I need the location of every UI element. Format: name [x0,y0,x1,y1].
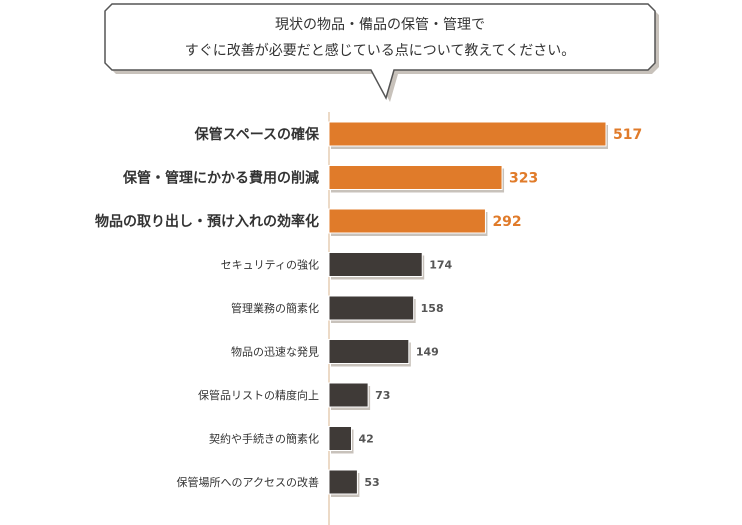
bar-row: 保管場所へのアクセスの改善 53 [177,469,380,497]
value-label: 323 [509,171,538,187]
category-label: 保管品リストの精度向上 [198,388,319,402]
bar-row: 管理業務の簡素化 158 [231,295,444,323]
bar-row: 物品の取り出し・預け入れの効率化 292 [95,208,522,236]
value-label: 149 [416,346,439,359]
value-label: 158 [421,302,444,315]
bar [328,469,358,495]
category-label: 保管・管理にかかる費用の削減 [122,170,319,187]
question-bubble-outline [104,3,656,100]
value-label: 42 [359,433,374,446]
bar-row: 契約や手続きの簡素化 42 [209,426,374,454]
question-line-2: すぐに改善が必要だと感じている点について教えてください。 [185,42,575,59]
bar-row: 保管・管理にかかる費用の削減 323 [122,165,538,193]
value-label: 53 [364,476,379,489]
bar-row: セキュリティの強化 174 [221,252,453,280]
category-label: 保管スペースの確保 [194,126,320,143]
bar [328,426,353,451]
bar-row: 物品の迅速な発見 149 [231,339,439,367]
bar [328,382,369,408]
value-label: 292 [492,214,521,230]
bar [328,295,415,321]
bar-row: 保管スペースの確保 517 [194,121,642,149]
value-label: 517 [613,127,642,143]
bar [328,252,423,277]
question-bubble: 現状の物品・備品の保管・管理で すぐに改善が必要だと感じている点について教えてく… [104,3,659,102]
category-label: 管理業務の簡素化 [231,301,319,315]
category-label: 物品の迅速な発見 [231,345,319,359]
value-label: 174 [429,259,452,272]
category-label: セキュリティの強化 [221,258,319,272]
bar [328,339,410,364]
value-label: 73 [375,389,390,402]
bars-layer: 保管スペースの確保 517 保管・管理にかかる費用の削減 323 物品の取り出し・預け入… [95,112,642,525]
category-label: 保管場所へのアクセスの改善 [177,475,319,489]
category-label: 契約や手続きの簡素化 [209,432,319,446]
bar-row: 保管品リストの精度向上 73 [198,382,390,410]
category-label: 物品の取り出し・預け入れの効率化 [95,213,319,230]
bar [328,208,486,234]
bar [328,165,503,190]
bar [328,121,607,147]
question-line-1: 現状の物品・備品の保管・管理で [275,17,485,33]
